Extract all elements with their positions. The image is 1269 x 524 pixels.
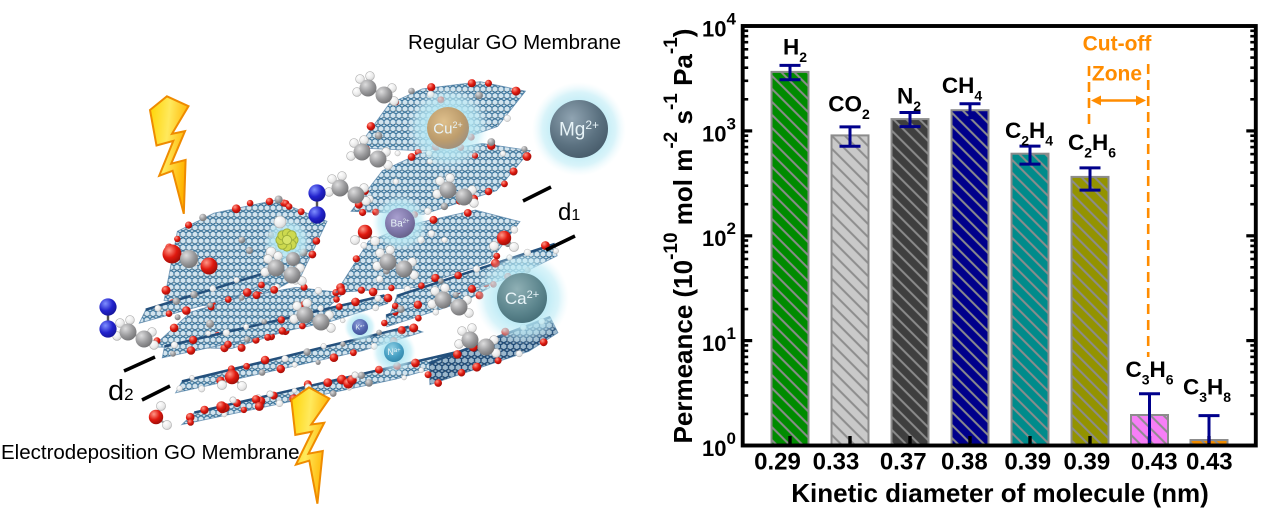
svg-text:Cut-off: Cut-off xyxy=(1083,33,1153,56)
svg-text:0.39: 0.39 xyxy=(1064,449,1111,476)
svg-text:Regular GO Membrane: Regular GO Membrane xyxy=(408,31,621,54)
svg-text:Kinetic diameter of molecule (: Kinetic diameter of molecule (nm) xyxy=(791,478,1209,508)
svg-text:0.29: 0.29 xyxy=(754,449,801,476)
svg-text:Ba2+: Ba2+ xyxy=(390,219,410,230)
svg-text:0.37: 0.37 xyxy=(880,449,927,476)
svg-text:0.39: 0.39 xyxy=(1004,449,1051,476)
svg-text:Zone: Zone xyxy=(1092,62,1142,85)
svg-text:Na+: Na+ xyxy=(387,347,401,357)
svg-text:0.43: 0.43 xyxy=(1186,449,1233,476)
svg-text:d2: d2 xyxy=(108,375,134,407)
svg-text:Electrodeposition GO Membrane: Electrodeposition GO Membrane xyxy=(1,441,300,464)
svg-text:0.43: 0.43 xyxy=(1131,449,1178,476)
svg-text:0.33: 0.33 xyxy=(813,449,860,476)
svg-text:Ka+: Ka+ xyxy=(355,323,365,331)
svg-text:0.38: 0.38 xyxy=(941,449,988,476)
